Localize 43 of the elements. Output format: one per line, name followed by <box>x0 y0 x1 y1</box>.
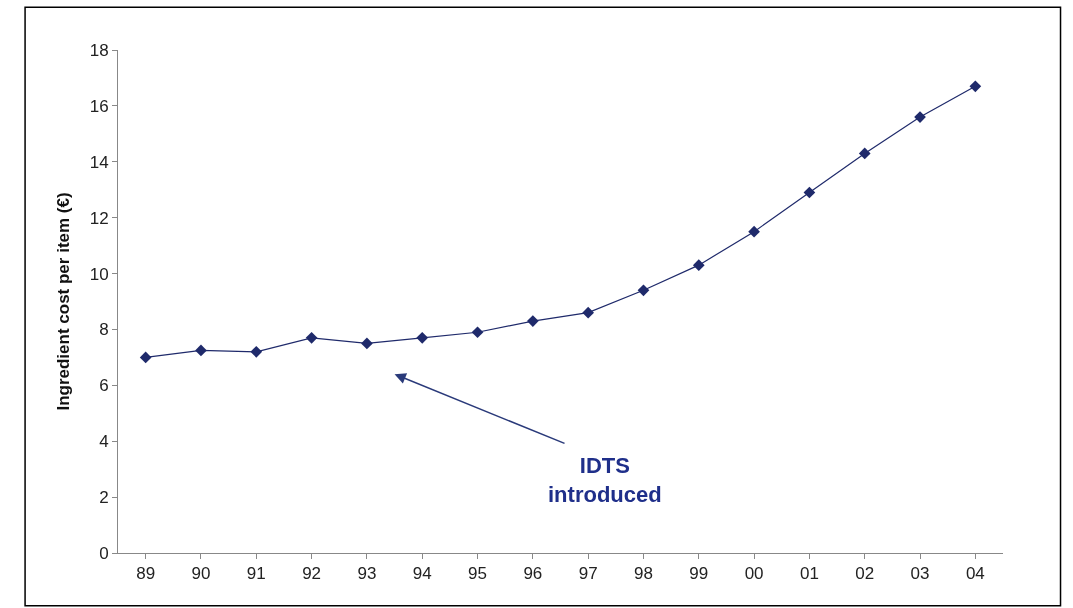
point <box>637 284 650 297</box>
x-tick-label: 92 <box>302 564 322 584</box>
point <box>803 186 816 199</box>
x-tick-label: 93 <box>357 564 377 584</box>
x-tick-label: 97 <box>578 564 598 584</box>
point <box>471 326 484 339</box>
annotation: IDTS introduced <box>548 453 662 507</box>
point <box>361 337 373 350</box>
point <box>250 345 263 358</box>
point <box>969 80 982 93</box>
y-tick-label: 6 <box>99 376 109 396</box>
x-tick-label: 98 <box>634 564 653 584</box>
point <box>582 306 595 319</box>
x-tick-label: 02 <box>855 564 875 584</box>
x-tick-label: 89 <box>136 564 156 584</box>
y-tick-label: 0 <box>99 543 109 563</box>
point <box>858 147 871 160</box>
y-tick-label: 10 <box>89 264 109 284</box>
point <box>526 315 539 327</box>
point <box>139 351 152 364</box>
point <box>195 344 207 357</box>
y-tick-label: 18 <box>89 40 109 60</box>
x-tick-label: 99 <box>689 564 709 584</box>
x-tick-label: 94 <box>412 564 432 584</box>
y-tick-label: 14 <box>89 152 109 172</box>
x-tick-label: 03 <box>910 564 930 584</box>
point <box>305 331 318 344</box>
x-tick-label: 90 <box>191 564 211 584</box>
x-tick-label: 00 <box>744 564 764 584</box>
y-axis-title: Ingredient cost per item (€) <box>54 192 74 411</box>
x-tick-label: 01 <box>799 564 819 584</box>
x-tick-label: 91 <box>246 564 266 584</box>
y-tick-label: 8 <box>99 320 109 340</box>
x-tick-label: 04 <box>965 564 985 584</box>
y-tick-label: 16 <box>89 96 109 116</box>
x-tick-label: 95 <box>468 564 487 584</box>
y-tick-label: 2 <box>99 488 109 508</box>
y-tick-label: 12 <box>89 208 109 228</box>
y-tick-label: 4 <box>99 432 109 452</box>
point <box>416 331 429 344</box>
x-tick-label: 96 <box>523 564 543 584</box>
point <box>748 225 760 238</box>
point <box>692 259 705 272</box>
